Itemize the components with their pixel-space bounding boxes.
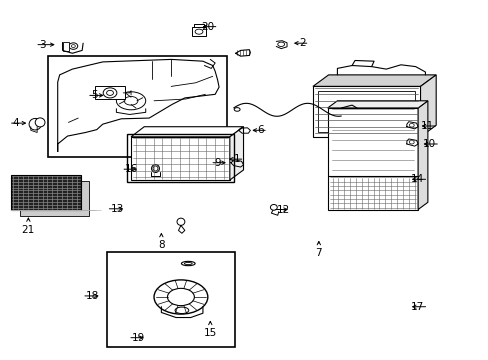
Bar bbox=[191, 27, 206, 36]
Ellipse shape bbox=[35, 118, 45, 127]
Polygon shape bbox=[58, 59, 219, 152]
Ellipse shape bbox=[408, 140, 413, 144]
Ellipse shape bbox=[71, 45, 75, 48]
Text: 14: 14 bbox=[410, 174, 424, 184]
Text: 1: 1 bbox=[233, 154, 240, 164]
Text: 10: 10 bbox=[422, 139, 435, 149]
Text: 13: 13 bbox=[110, 204, 123, 214]
Ellipse shape bbox=[69, 43, 78, 49]
Text: 18: 18 bbox=[86, 291, 99, 301]
Bar bbox=[48, 56, 227, 157]
Ellipse shape bbox=[177, 218, 184, 225]
Bar bbox=[127, 134, 233, 182]
Text: 3: 3 bbox=[39, 40, 46, 50]
Text: 4: 4 bbox=[13, 118, 20, 128]
Polygon shape bbox=[420, 75, 435, 137]
Text: 8: 8 bbox=[158, 240, 164, 250]
Text: 9: 9 bbox=[214, 158, 221, 168]
Bar bbox=[131, 137, 229, 180]
Polygon shape bbox=[417, 101, 427, 210]
Bar bbox=[106, 252, 234, 347]
Ellipse shape bbox=[153, 166, 158, 171]
Ellipse shape bbox=[103, 88, 117, 98]
Bar bbox=[95, 86, 124, 99]
Text: 17: 17 bbox=[410, 302, 424, 312]
Ellipse shape bbox=[408, 123, 413, 127]
Bar bbox=[327, 108, 417, 210]
Text: 15: 15 bbox=[203, 328, 217, 338]
Ellipse shape bbox=[106, 90, 113, 95]
Ellipse shape bbox=[124, 96, 138, 105]
Ellipse shape bbox=[154, 280, 207, 314]
Ellipse shape bbox=[195, 29, 203, 34]
Bar bbox=[11, 175, 81, 210]
Bar bbox=[62, 42, 69, 51]
Text: 2: 2 bbox=[298, 38, 305, 48]
Text: 6: 6 bbox=[257, 125, 264, 135]
Polygon shape bbox=[229, 127, 243, 180]
Ellipse shape bbox=[234, 108, 240, 111]
Text: 21: 21 bbox=[21, 225, 35, 235]
Text: 12: 12 bbox=[276, 204, 289, 215]
Text: 7: 7 bbox=[315, 248, 322, 258]
Text: 19: 19 bbox=[132, 333, 145, 343]
Polygon shape bbox=[327, 101, 427, 108]
Bar bbox=[312, 86, 420, 137]
Ellipse shape bbox=[181, 261, 195, 266]
Text: 11: 11 bbox=[420, 121, 433, 131]
Polygon shape bbox=[312, 75, 435, 86]
Text: 20: 20 bbox=[201, 22, 214, 32]
Ellipse shape bbox=[175, 307, 188, 314]
Polygon shape bbox=[20, 181, 89, 216]
Ellipse shape bbox=[184, 262, 192, 265]
Ellipse shape bbox=[277, 42, 284, 46]
Ellipse shape bbox=[29, 118, 41, 130]
Ellipse shape bbox=[116, 92, 145, 110]
Ellipse shape bbox=[151, 165, 159, 172]
Text: 16: 16 bbox=[125, 164, 138, 174]
Text: 5: 5 bbox=[91, 90, 98, 100]
Ellipse shape bbox=[167, 288, 194, 306]
Polygon shape bbox=[131, 127, 243, 137]
Ellipse shape bbox=[270, 204, 277, 210]
Bar bbox=[317, 91, 414, 132]
